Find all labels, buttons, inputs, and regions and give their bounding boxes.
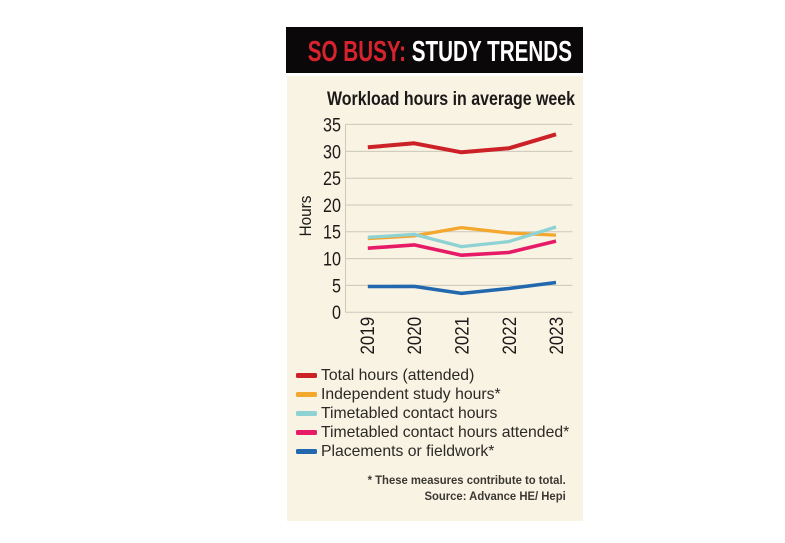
svg-text:30: 30 bbox=[323, 141, 341, 163]
svg-text:0: 0 bbox=[332, 302, 341, 324]
svg-text:15: 15 bbox=[323, 221, 341, 243]
svg-text:2023: 2023 bbox=[546, 317, 567, 355]
svg-text:25: 25 bbox=[323, 168, 341, 190]
svg-text:2020: 2020 bbox=[404, 317, 425, 355]
svg-text:35: 35 bbox=[323, 114, 341, 136]
svg-text:2021: 2021 bbox=[452, 317, 473, 355]
svg-text:2022: 2022 bbox=[499, 317, 520, 355]
svg-text:2019: 2019 bbox=[357, 317, 378, 355]
svg-text:10: 10 bbox=[323, 248, 341, 270]
svg-text:5: 5 bbox=[332, 275, 341, 297]
svg-text:Hours: Hours bbox=[296, 196, 315, 237]
svg-text:20: 20 bbox=[323, 195, 341, 217]
